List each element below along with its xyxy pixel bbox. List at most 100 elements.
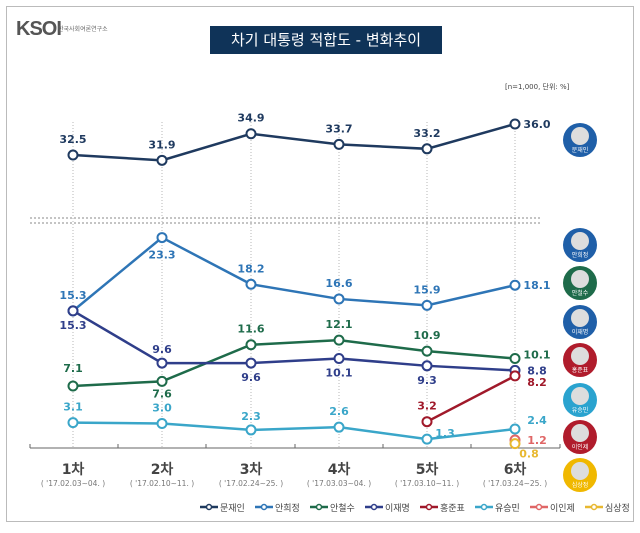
data-label: 7.6 xyxy=(152,387,172,400)
x-tick-date: ( '17.03.03~04. ) xyxy=(307,479,371,488)
series-line-문재인 xyxy=(72,122,516,162)
avatar-face xyxy=(571,347,589,365)
data-label: 8.2 xyxy=(527,376,547,389)
avatar-face xyxy=(571,232,589,250)
data-label: 0.8 xyxy=(519,448,539,461)
legend-label: 이재명 xyxy=(385,503,410,514)
data-label: 31.9 xyxy=(148,138,175,151)
data-label: 34.9 xyxy=(237,112,264,125)
data-point xyxy=(421,143,433,155)
data-point xyxy=(509,438,521,450)
data-point xyxy=(421,416,433,428)
series-line-안희정 xyxy=(72,236,516,312)
data-point xyxy=(421,433,433,445)
data-label: 33.7 xyxy=(325,122,352,135)
avatar-face xyxy=(571,424,589,442)
legend-label: 문재인 xyxy=(220,503,245,514)
data-label: 10.1 xyxy=(325,366,352,379)
avatar-label: 안희정 xyxy=(572,251,589,259)
data-label: 3.0 xyxy=(152,402,172,415)
x-tick-label: 2차 xyxy=(151,462,174,478)
data-label: 18.1 xyxy=(523,279,550,292)
data-label: 9.6 xyxy=(152,343,172,356)
legend-marker xyxy=(480,503,488,511)
data-point xyxy=(421,299,433,311)
data-label: 16.6 xyxy=(325,277,352,290)
logo-subtitle: 한국사회여론연구소 xyxy=(58,26,108,33)
data-point xyxy=(245,424,257,436)
legend-marker xyxy=(590,503,598,511)
data-label: 1.2 xyxy=(527,434,547,447)
data-point xyxy=(333,421,345,433)
data-point xyxy=(67,417,79,429)
legend-label: 안철수 xyxy=(330,503,355,514)
x-tick-label: 1차 xyxy=(62,462,85,478)
x-tick-label: 3차 xyxy=(240,462,263,478)
legend-label: 안희정 xyxy=(275,502,300,514)
data-point xyxy=(509,423,521,435)
x-tick-date: ( '17.03.24~25. ) xyxy=(483,479,547,488)
data-label: 33.2 xyxy=(413,127,440,140)
data-label: 32.5 xyxy=(59,133,86,146)
data-point xyxy=(156,154,168,166)
legend-marker xyxy=(425,503,433,511)
x-tick-date: ( '17.02.10~11. ) xyxy=(130,479,194,488)
data-point xyxy=(509,370,521,382)
data-point xyxy=(156,418,168,430)
avatar-label: 문재인 xyxy=(572,146,589,154)
data-label: 8.8 xyxy=(527,364,547,377)
data-point xyxy=(421,345,433,357)
data-point xyxy=(67,149,79,161)
data-label: 2.4 xyxy=(527,414,547,427)
avatar-face xyxy=(571,462,589,480)
data-point xyxy=(67,380,79,392)
data-label: 36.0 xyxy=(523,118,550,131)
x-tick-label: 5차 xyxy=(416,462,439,478)
legend-label: 이인제 xyxy=(550,503,575,514)
legend-label: 홍준표 xyxy=(440,502,465,514)
avatar-label: 심상정 xyxy=(572,481,589,489)
data-label: 10.9 xyxy=(413,329,440,342)
legend-marker xyxy=(260,503,268,511)
data-label: 15.3 xyxy=(59,319,86,332)
data-label: 2.3 xyxy=(241,410,261,423)
data-label: 1.3 xyxy=(435,427,455,440)
avatar-face xyxy=(571,270,589,288)
data-label: 18.2 xyxy=(237,262,264,275)
data-point xyxy=(333,334,345,346)
data-label: 11.6 xyxy=(237,323,264,336)
logo: KSOI xyxy=(16,18,62,40)
data-label: 7.1 xyxy=(63,362,83,375)
data-point xyxy=(156,375,168,387)
legend-marker xyxy=(370,503,378,511)
data-label: 15.9 xyxy=(413,283,440,296)
legend-marker xyxy=(205,503,213,511)
x-tick-date: ( '17.03.10~11. ) xyxy=(395,479,459,488)
data-point xyxy=(509,279,521,291)
chart-title: 차기 대통령 적합도 - 변화추이 xyxy=(210,26,442,54)
data-point xyxy=(156,357,168,369)
legend-marker xyxy=(535,503,543,511)
data-point xyxy=(509,352,521,364)
data-point xyxy=(245,357,257,369)
data-point xyxy=(245,128,257,140)
avatar-label: 이인제 xyxy=(572,443,589,451)
data-point xyxy=(333,293,345,305)
data-label: 9.6 xyxy=(241,371,261,384)
x-tick-date: ( '17.02.03~04. ) xyxy=(41,479,105,488)
x-tick-label: 6차 xyxy=(504,462,527,478)
data-label: 15.3 xyxy=(59,289,86,302)
data-label: 23.3 xyxy=(148,249,175,262)
data-point xyxy=(245,278,257,290)
series-line-유승민 xyxy=(72,421,516,441)
data-label: 12.1 xyxy=(325,318,352,331)
avatar-label: 안철수 xyxy=(572,289,589,297)
data-label: 10.1 xyxy=(523,348,550,361)
sample-note: [n=1,000, 단위: %] xyxy=(505,83,570,91)
data-point xyxy=(333,352,345,364)
avatar-label: 유승민 xyxy=(572,406,589,414)
series-line-홍준표 xyxy=(426,374,516,423)
series-line-이재명 xyxy=(72,309,516,372)
legend-label: 유승민 xyxy=(495,503,520,514)
